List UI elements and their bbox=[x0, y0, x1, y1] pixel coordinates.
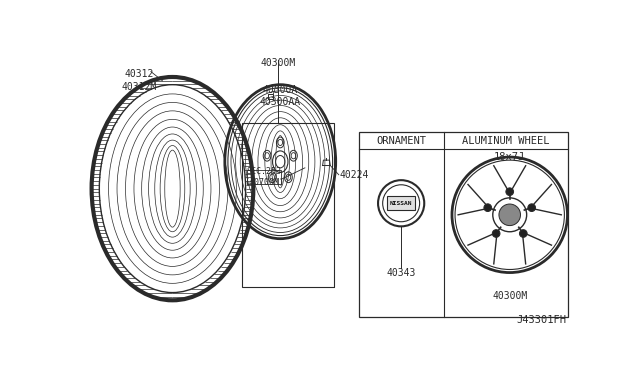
Ellipse shape bbox=[484, 204, 492, 212]
Bar bbox=[387, 196, 415, 210]
Text: ORNAMENT: ORNAMENT bbox=[376, 136, 426, 146]
Text: 40300M: 40300M bbox=[260, 58, 296, 68]
Bar bbox=[242, 123, 334, 287]
Text: NISSAN: NISSAN bbox=[390, 201, 412, 206]
Text: SEC.253
(40700M): SEC.253 (40700M) bbox=[244, 167, 284, 187]
Ellipse shape bbox=[506, 188, 513, 196]
Text: 40224: 40224 bbox=[340, 170, 369, 180]
Text: ALUMINUM WHEEL: ALUMINUM WHEEL bbox=[462, 136, 550, 146]
Bar bbox=[359, 132, 568, 317]
Bar bbox=[247, 170, 281, 184]
Text: 18x7J: 18x7J bbox=[494, 152, 525, 162]
Ellipse shape bbox=[528, 204, 536, 212]
Text: 40300A
40300AA: 40300A 40300AA bbox=[260, 85, 301, 107]
Ellipse shape bbox=[492, 230, 500, 237]
Text: 40312
40312M: 40312 40312M bbox=[122, 69, 157, 92]
Ellipse shape bbox=[520, 230, 527, 237]
Text: 40300M: 40300M bbox=[492, 291, 527, 301]
Text: J43301FH: J43301FH bbox=[516, 315, 566, 325]
Ellipse shape bbox=[499, 204, 520, 225]
Text: 40343: 40343 bbox=[387, 267, 416, 278]
